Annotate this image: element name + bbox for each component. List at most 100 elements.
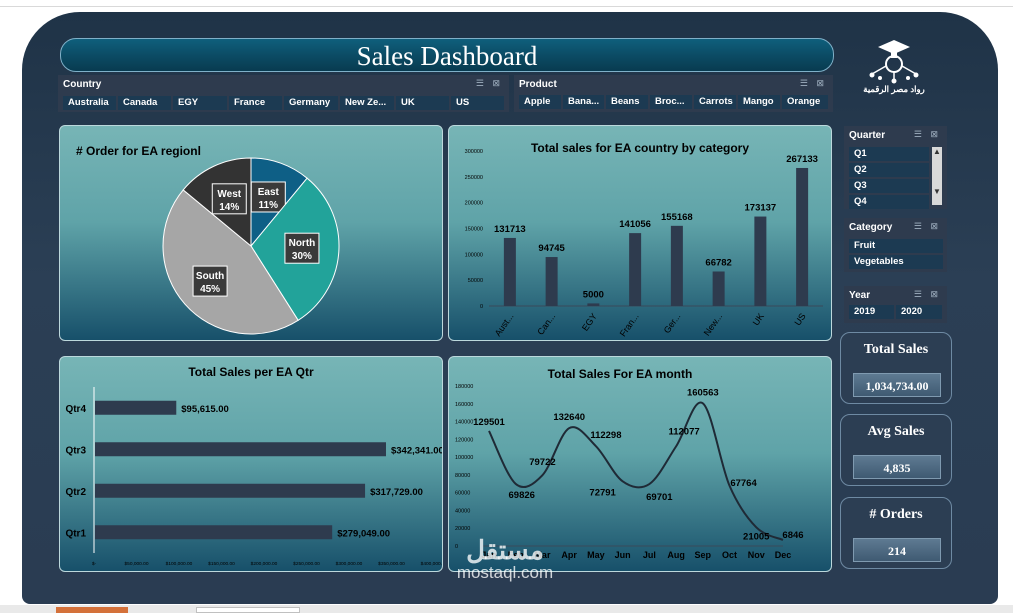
x-tick-label: Feb [508,550,525,560]
country-bar-chart-card: Total sales for EA country by category 0… [448,125,832,341]
x-tick-label: $350,000.00 [378,561,405,567]
pie-slice-south [162,189,299,335]
y-tick-label: Qtr3 [65,445,86,456]
country-slicer-item[interactable]: EGY [173,96,227,110]
pie-label-box [284,232,320,264]
y-tick-label: 60000 [455,491,470,497]
bar-value-label: 131713 [494,224,526,235]
hbar-2 [95,442,386,457]
sales-line [488,401,784,541]
chart-title: Total Sales per EA Qtr [188,365,314,379]
slicer-filter-icons[interactable]: ☰ ⊠ [799,78,827,88]
slicer-filter-icons[interactable]: ☰ ⊠ [913,221,941,231]
y-tick-label: 0 [455,544,458,550]
x-tick-label: $400,000.00 [421,561,443,567]
x-tick-label: Ger... [662,311,683,335]
x-tick-label: Fran... [618,311,641,338]
pie-label-box [211,183,247,215]
slicer-filter-icons[interactable]: ☰ ⊠ [913,129,941,139]
bar-value-label: 267133 [786,154,818,165]
slicer-label: Product [519,79,557,90]
x-tick-label: Jun [615,550,631,560]
country-slicer-item[interactable]: Canada [118,96,171,110]
kpi-value: 4,835 [853,455,941,479]
y-tick-label: 150000 [465,227,483,233]
line-value-label: 129501 [473,417,505,428]
logo-text: رواد مصر الرقمية [863,84,925,94]
line-value-label: 112298 [590,430,621,441]
slicer-filter-icons[interactable]: ☰ ⊠ [475,78,503,88]
country-slicer-item[interactable]: France [229,96,282,110]
hbar-value-label: $95,615.00 [181,404,229,415]
y-tick-label: 300000 [465,149,483,155]
y-tick-label: 160000 [455,402,473,408]
bar-value-label: 5000 [583,289,604,300]
bar-value-label: 66782 [705,257,731,268]
quarter-slicer-item[interactable]: Q4 [849,195,929,209]
quarter-bar-chart-card: Total Sales per EA Qtr $- $50,000.00 $100,… [59,356,443,572]
kpi-label: # Orders [869,507,923,522]
x-tick-label: Aust... [493,311,516,338]
orders-card: # Orders 214 [840,497,952,569]
sheet-tab-dashboard[interactable] [196,607,300,613]
product-slicer-item[interactable]: Mango [738,95,780,109]
x-tick-label: $300,000.00 [336,561,363,567]
country-slicer-item[interactable]: UK [396,96,449,110]
product-slicer-item[interactable]: Broc... [650,95,692,109]
watermark: مستقل mostaql.com [440,536,570,582]
pie-category-label: East [258,187,280,198]
x-tick-label: $100,000.00 [166,561,193,567]
slicer-label: Category [849,222,893,233]
month-line-chart-card: Total Sales For EA month 0 20000 40000 6000… [448,356,832,572]
quarter-slicer-item[interactable]: Q1 [849,147,929,161]
country-slicer-item[interactable]: Germany [284,96,338,110]
pie-data-label: South 45% [192,265,228,297]
country-slicer-item[interactable]: Australia [63,96,116,110]
y-tick-label: 140000 [455,420,473,426]
country-slicer-item[interactable]: US [451,96,504,110]
x-tick-label: Aug [667,550,685,560]
chart-title: Total Sales For EA month [547,367,693,381]
y-tick-label: 100000 [455,455,473,461]
month-line-chart: 0200004000060000800001000001200001400001… [455,384,804,560]
slicer-scrollbar[interactable]: ▲ ▼ [932,147,942,205]
y-tick-label: Qtr4 [65,404,86,415]
pie-percent-label: 11% [259,200,279,211]
product-slicer-item[interactable]: Carrots [694,95,736,109]
y-tick-label: Qtr1 [65,528,86,539]
product-slicer-item[interactable]: Bana... [563,95,604,109]
quarter-slicer: Quarter ☰ ⊠ ▲ ▼ Q1 Q2 Q3 Q4 [844,126,947,209]
logo-icon [869,40,919,84]
year-slicer-item[interactable]: 2020 [896,305,942,319]
watermark-latin: mostaql.com [456,563,554,582]
year-slicer-item[interactable]: 2019 [849,305,894,319]
chart-title: # Order for EA regionl [76,144,201,158]
quarter-slicer-item[interactable]: Q3 [849,179,929,193]
pie-data-label: North 30% [284,232,320,264]
category-slicer-item[interactable]: Vegetables [849,255,943,269]
x-tick-label: Jan [481,550,497,560]
line-value-label: 79722 [529,457,555,468]
x-tick-label: $250,000.00 [293,561,320,567]
category-slicer-item[interactable]: Fruit [849,239,943,253]
y-tick-label: 250000 [465,175,483,181]
country-slicer: Country ☰ ⊠ Australia Canada EGY France Germ… [58,75,509,112]
x-tick-label: Nov [748,550,765,560]
product-slicer-item[interactable]: Beans [606,95,648,109]
pie-category-label: North [289,238,316,249]
x-tick-label: May [587,550,605,560]
product-slicer-item[interactable]: Apple [519,95,561,109]
line-value-label: 72791 [589,487,616,498]
x-tick-label: Mar [534,550,551,560]
sheet-tab-active[interactable] [56,607,128,613]
country-slicer-item[interactable]: New Ze... [340,96,394,110]
watermark-arabic: مستقل [466,535,544,565]
slicer-label: Country [63,79,102,90]
total-sales-card: Total Sales 1,034,734.00 [840,332,952,404]
product-slicer-item[interactable]: Orange [782,95,828,109]
bar-7 [796,167,809,306]
quarter-slicer-item[interactable]: Q2 [849,163,929,177]
bar-4 [670,225,683,306]
slicer-filter-icons[interactable]: ☰ ⊠ [913,289,941,299]
slicer-label: Quarter [849,130,886,141]
